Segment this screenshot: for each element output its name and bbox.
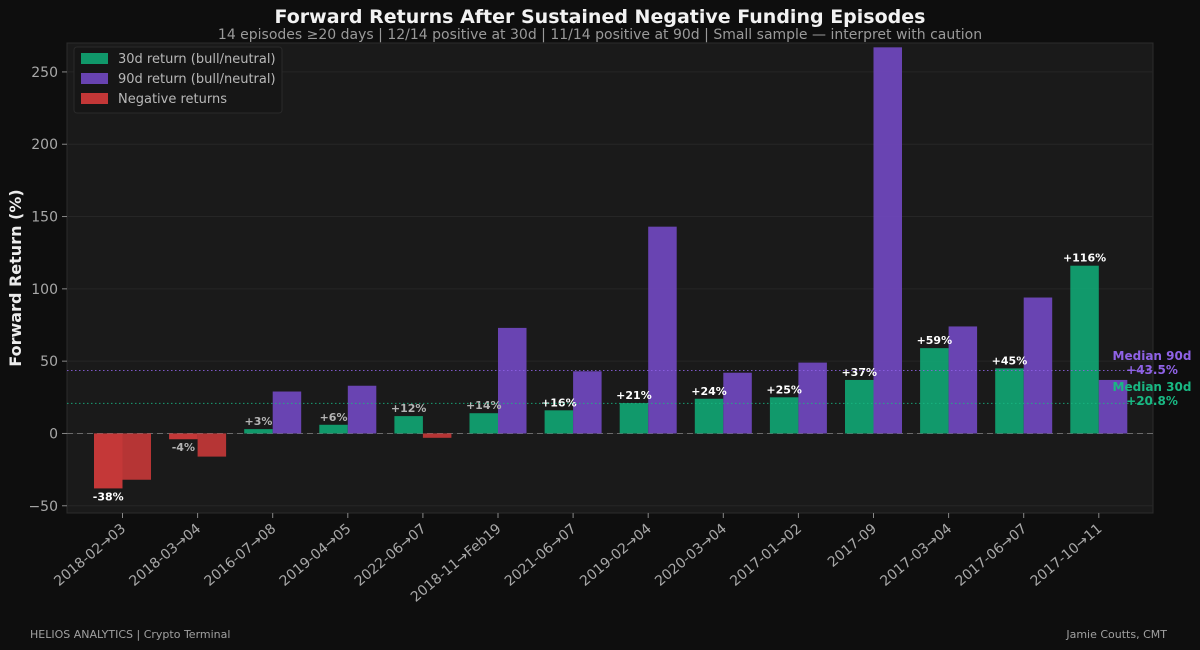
bar-90d [573, 371, 602, 434]
x-tick-label: 2022-06→07 [352, 521, 430, 590]
y-tick-label: 100 [31, 282, 58, 298]
plot-area [66, 42, 1154, 514]
bar-30d [1070, 265, 1099, 434]
legend-box [73, 46, 283, 114]
x-tick-label: 2018-03→04 [126, 521, 204, 590]
bar-90d [197, 433, 227, 457]
bar-30d [244, 429, 273, 434]
bar-90d [798, 362, 827, 434]
legend-item-90d-label: 90d return (bull/neutral) [118, 72, 276, 87]
bar-30d [845, 379, 874, 434]
bar-30d [169, 433, 198, 440]
y-tick-label: 150 [31, 210, 58, 226]
bar-30d [469, 413, 498, 434]
bar-30d [319, 424, 348, 434]
bar-90d [272, 391, 302, 434]
bar-30d [619, 403, 649, 434]
x-tick-label: 2019-02→04 [577, 521, 655, 590]
bar-label-30d: +24% [691, 385, 727, 398]
y-tick-label: 250 [31, 65, 58, 81]
bar-label-30d: +37% [841, 366, 877, 379]
bar-30d [94, 433, 123, 489]
bar-90d [347, 385, 377, 434]
x-tick-label: 2017-09 [825, 521, 880, 571]
bar-label-30d: +3% [244, 415, 272, 428]
median-90d-label: Median 90d [1113, 349, 1192, 363]
median-30d-label: Median 30d [1113, 380, 1192, 394]
bar-30d [694, 398, 724, 434]
x-tick-label: 2018-02→03 [51, 521, 129, 590]
x-tick-label: 2017-10→11 [1028, 521, 1106, 590]
x-tick-label: 2019-04→05 [277, 521, 355, 590]
bar-label-30d: +25% [766, 383, 802, 396]
bar-90d [498, 327, 527, 434]
x-tick-label: 2017-06→07 [953, 521, 1031, 590]
legend-item-30d-swatch [81, 53, 108, 64]
y-axis-label: Forward Return (%) [6, 189, 25, 366]
bar-30d [544, 410, 574, 434]
x-tick-label: 2020-03→04 [652, 521, 730, 590]
bar-90d [1098, 379, 1128, 434]
bar-90d [948, 326, 978, 434]
median-90d-value: +43.5% [1126, 363, 1178, 377]
bar-label-30d: -38% [93, 490, 124, 503]
bar-30d [769, 397, 799, 434]
bar-label-30d: +12% [391, 402, 427, 415]
x-tick-label: 2021-06→07 [502, 521, 580, 590]
y-tick-label: 0 [49, 426, 58, 442]
x-tick-label: 2017-01→02 [727, 521, 805, 590]
y-tick-label: 200 [31, 137, 58, 153]
legend-item-90d-swatch [81, 73, 108, 84]
footer-author: Jamie Coutts, CMT [1066, 628, 1167, 641]
bar-label-30d: +21% [616, 389, 652, 402]
legend-item-30d-label: 30d return (bull/neutral) [118, 52, 276, 67]
x-tick-label: 2017-03→04 [877, 521, 955, 590]
chart-subtitle: 14 episodes ≥20 days | 12/14 positive at… [217, 27, 983, 43]
bar-label-30d: +59% [917, 334, 953, 347]
legend-item-negative-swatch [81, 93, 108, 104]
bar-30d [920, 348, 949, 434]
bar-90d [422, 433, 452, 438]
median-30d-value: +20.8% [1126, 394, 1178, 408]
y-tick-label: 50 [40, 354, 58, 370]
y-tick-label: −50 [28, 499, 58, 515]
bar-label-30d: +14% [466, 399, 502, 412]
bar-label-30d: +45% [992, 354, 1028, 367]
bar-90d [873, 47, 902, 434]
legend-item-negative-label: Negative returns [118, 92, 227, 107]
bar-90d [122, 433, 151, 480]
bar-90d [648, 226, 677, 434]
bar-label-30d: +16% [541, 396, 577, 409]
chart-title: Forward Returns After Sustained Negative… [274, 6, 926, 28]
footer-brand: HELIOS ANALYTICS | Crypto Terminal [30, 628, 231, 641]
bar-30d [995, 368, 1024, 434]
bar-label-30d: +116% [1063, 252, 1106, 265]
bar-label-30d: -4% [172, 441, 195, 454]
x-tick-label: 2016-07→08 [202, 521, 280, 590]
bar-30d [394, 416, 423, 434]
bar-90d [1023, 297, 1053, 434]
bar-label-30d: +6% [320, 411, 348, 424]
